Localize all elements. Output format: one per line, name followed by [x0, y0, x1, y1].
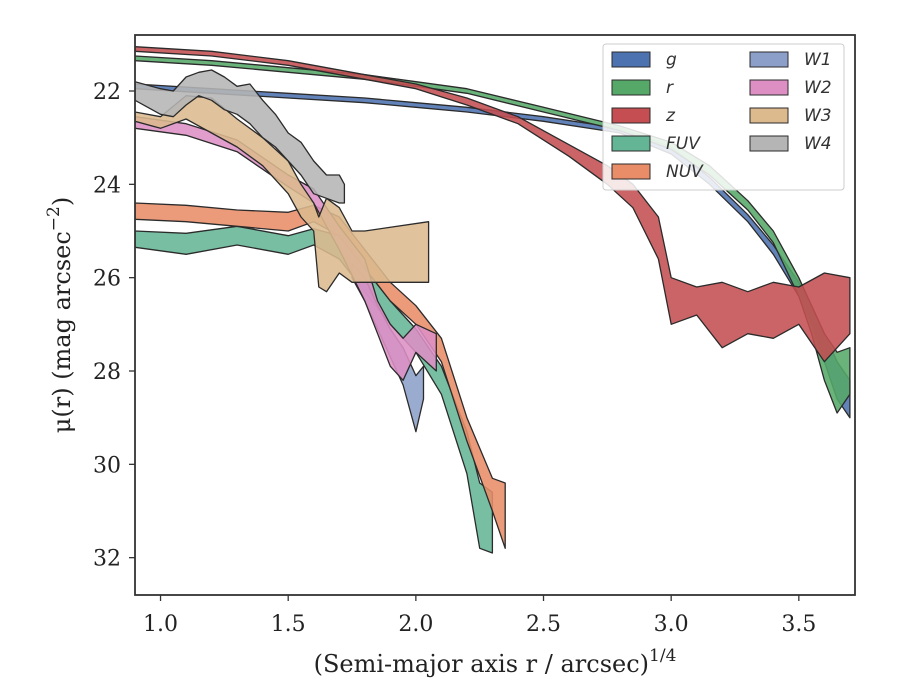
x-axis-ticks: 1.0 1.5 2.0 2.5 3.0 3.5	[143, 595, 816, 637]
legend-label-w3: W3	[804, 106, 832, 126]
x-axis-title-exponent: 1/4	[649, 646, 676, 666]
y-tick-label: 28	[93, 360, 121, 385]
legend-swatch-g	[611, 51, 651, 68]
legend-swatch-w2	[749, 79, 789, 96]
y-axis-ticks: 22 24 26 28 30 32	[93, 80, 135, 572]
x-tick-label: 1.5	[271, 612, 306, 637]
y-axis-title-close: )	[48, 197, 76, 206]
y-tick-label: 32	[93, 547, 121, 572]
legend-label-fuv: FUV	[666, 134, 701, 154]
y-tick-label: 26	[93, 267, 121, 292]
plot-frame	[134, 34, 856, 596]
legend-label-w4: W4	[804, 134, 832, 154]
series-band-w4	[135, 69, 346, 204]
legend-label-w2: W2	[804, 78, 832, 98]
legend-label-z: z	[665, 106, 676, 126]
x-tick-label: 2.5	[526, 612, 561, 637]
x-tick-label: 2.0	[398, 612, 433, 637]
legend-swatch-nuv	[611, 163, 651, 180]
y-axis-title-text: μ(r) (mag arcsec	[48, 231, 76, 433]
y-axis-title-exponent: −2	[44, 206, 64, 231]
y-tick-label: 30	[93, 453, 121, 478]
legend-label-g: g	[666, 50, 677, 70]
legend-label-w1: W1	[804, 50, 832, 70]
y-axis-title: μ(r) (mag arcsec−2)	[44, 197, 76, 433]
legend-swatch-w4	[749, 135, 789, 152]
legend-swatch-w1	[749, 51, 789, 68]
x-axis-title-text: (Semi-major axis r / arcsec)	[314, 650, 649, 678]
legend: grz FUV NUV W1 W2 W3 W4	[602, 43, 845, 191]
legend-swatch-z	[611, 107, 651, 124]
series-band-z	[135, 46, 851, 363]
legend-swatch-r	[611, 79, 651, 96]
x-tick-label: 3.5	[781, 612, 816, 637]
x-axis-title: (Semi-major axis r / arcsec)1/4	[314, 646, 677, 678]
legend-label-nuv: NUV	[666, 162, 704, 182]
legend-swatch-w3	[749, 107, 789, 124]
x-tick-label: 3.0	[654, 612, 689, 637]
legend-label-r: r	[666, 78, 674, 98]
y-tick-label: 24	[93, 173, 121, 198]
x-tick-label: 1.0	[143, 612, 178, 637]
y-tick-label: 22	[93, 80, 121, 105]
legend-swatch-fuv	[611, 135, 651, 152]
series-band-g	[135, 83, 851, 419]
